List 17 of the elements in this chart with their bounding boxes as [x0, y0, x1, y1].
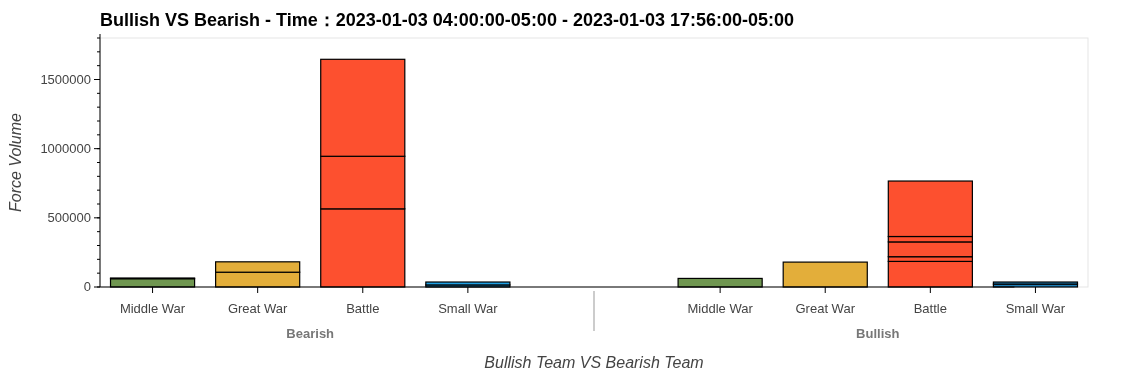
x-tick-label: Battle — [346, 301, 380, 316]
x-tick-label: Great War — [795, 301, 856, 316]
x-tick-label: Battle — [913, 301, 947, 316]
x-axis-title: Bearish — [286, 326, 335, 341]
y-axis-title: Force Volume — [7, 112, 24, 212]
y-tick-label: 1500000 — [40, 71, 91, 87]
x-axis-title: Bullish — [856, 326, 900, 341]
x-tick-label: Great War — [227, 301, 289, 316]
x-tick-label: Middle War — [687, 301, 754, 316]
y-tick-label: 0 — [83, 279, 91, 294]
x-tick-label: Small War — [1005, 301, 1066, 316]
x-tick-label: Small War — [438, 301, 499, 316]
text: Bullish Team VS Bearish Team — [484, 354, 704, 371]
x-tick-label: Middle War — [119, 301, 186, 316]
y-tick-label: 1000000 — [40, 140, 91, 156]
y-tick-label: 500000 — [47, 209, 91, 225]
chart-title: Bullish VS Bearish - Time：2023-01-03 04:00:00-05:00 - 2023-01-03 17:56:00-05:00 — [100, 10, 795, 30]
